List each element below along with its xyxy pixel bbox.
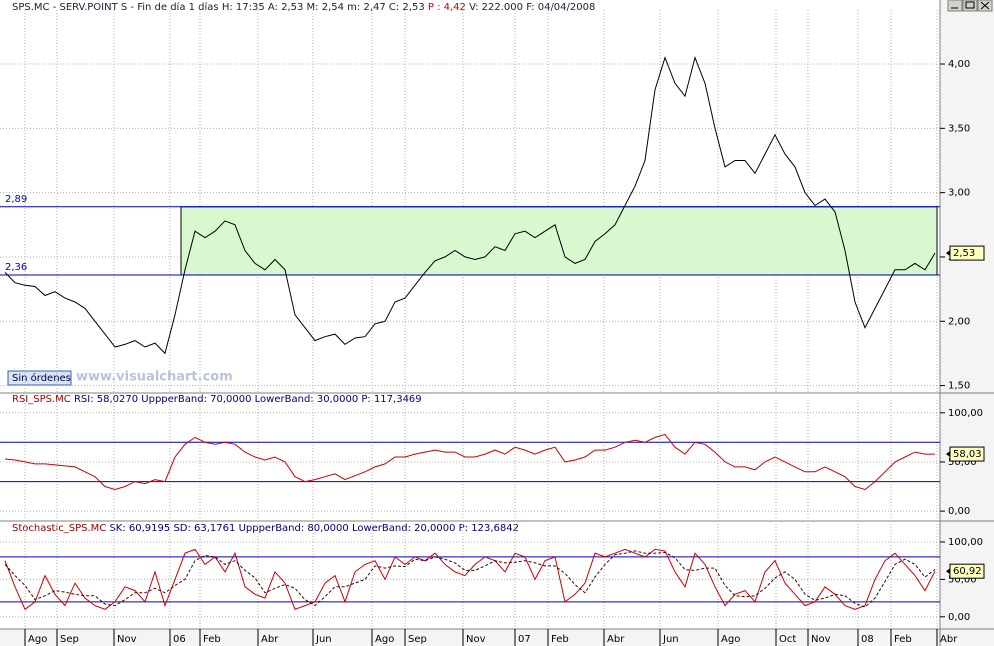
value-pointer <box>946 250 950 257</box>
price-title: SPS.MC - SERV.POINT S - Fin de día 1 día… <box>12 1 595 13</box>
data-line <box>4 433 935 491</box>
y-tick-label: 50,00 <box>948 574 977 585</box>
value-pointer <box>946 451 950 458</box>
y-tick-label: 50,00 <box>948 457 977 468</box>
button-label[interactable]: Sin órdenes <box>12 372 71 384</box>
watermark: www.visualchart.com <box>76 370 233 385</box>
window-buttons[interactable] <box>947 0 993 12</box>
title-part: RSI_SPS.MC <box>12 394 74 405</box>
x-tick-label: Feb <box>551 634 569 645</box>
x-tick-label: Abr <box>261 634 279 645</box>
level-label: 2,36 <box>5 262 27 273</box>
x-axis-area <box>0 629 994 646</box>
x-tick-label: Abr <box>940 634 958 645</box>
x-tick-label: 08 <box>861 634 874 645</box>
y-tick-label: 4,00 <box>948 59 970 70</box>
value-label: 58,03 <box>953 449 982 460</box>
title-part: Stochastic_SPS.MC <box>12 523 109 534</box>
axis-area <box>940 0 994 646</box>
x-tick-label: Oct <box>779 634 796 645</box>
x-tick-label: Nov <box>117 634 137 645</box>
title-part: V: 222.000 F: 04/04/2008 <box>466 2 595 13</box>
x-tick-label: Sep <box>60 634 79 645</box>
y-tick-label: 100,00 <box>948 537 983 548</box>
y-tick-label: 3,50 <box>948 123 970 134</box>
maximize-icon <box>965 1 975 9</box>
x-tick-label: 07 <box>518 634 531 645</box>
button-frame[interactable] <box>7 370 72 386</box>
x-tick-label: Jun <box>662 634 679 645</box>
title-part: SK: 60,9195 SD: 63,1761 UppperBand: 80,0… <box>109 523 519 534</box>
stochastic-title: Stochastic_SPS.MC SK: 60,9195 SD: 63,176… <box>12 523 519 534</box>
rsi-title: RSI_SPS.MC RSI: 58,0270 UppperBand: 70,0… <box>12 394 422 405</box>
maximize-button[interactable] <box>962 0 978 12</box>
level-label: 2,89 <box>5 194 27 205</box>
title-part: SPS.MC - SERV.POINT S - Fin de día 1 día… <box>12 1 428 13</box>
close-icon <box>980 1 990 10</box>
data-line <box>4 550 936 608</box>
data-line <box>4 548 936 611</box>
minimize-button[interactable] <box>947 0 963 12</box>
x-tick-label: Nov <box>466 634 486 645</box>
value-pointer <box>946 568 950 575</box>
orders-button[interactable]: Sin órdenes <box>7 370 72 386</box>
x-tick-label: Ago <box>721 634 740 645</box>
y-tick-label: 1,50 <box>948 381 970 392</box>
y-tick-label: 0,00 <box>948 506 970 517</box>
title-part: P : 4,42 <box>428 2 466 13</box>
data-line <box>4 55 936 355</box>
x-tick-label: Ago <box>28 634 47 645</box>
y-tick-label: 0,00 <box>948 612 970 623</box>
value-label: 2,53 <box>953 248 975 259</box>
y-tick-label: 3,00 <box>948 188 970 199</box>
range-box <box>180 206 938 276</box>
y-tick-label: 100,00 <box>948 408 983 419</box>
x-tick-label: Sep <box>408 634 427 645</box>
x-tick-label: Feb <box>203 634 221 645</box>
x-tick-label: Feb <box>894 634 912 645</box>
x-tick-label: Abr <box>607 634 625 645</box>
x-tick-label: Ago <box>375 634 394 645</box>
y-tick-label: 2,00 <box>948 316 970 327</box>
x-tick-label: Nov <box>811 634 831 645</box>
title-part: RSI: 58,0270 UppperBand: 70,0000 LowerBa… <box>74 394 422 405</box>
x-tick-label: Jun <box>315 634 332 645</box>
value-label: 60,92 <box>953 566 982 577</box>
x-tick-label: 06 <box>173 634 186 645</box>
